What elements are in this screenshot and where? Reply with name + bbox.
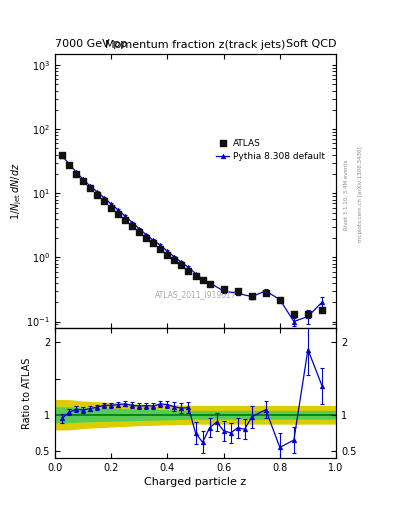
Pythia 8.308 default	[60, 153, 64, 159]
ATLAS	[66, 161, 72, 169]
Pythia 8.308 default	[186, 264, 191, 270]
ATLAS	[59, 151, 65, 159]
Pythia 8.308 default	[179, 259, 184, 265]
Pythia 8.308 default	[235, 290, 240, 296]
ATLAS	[206, 280, 213, 288]
ATLAS	[115, 209, 121, 218]
ATLAS	[122, 216, 129, 224]
ATLAS	[129, 222, 136, 230]
Pythia 8.308 default	[250, 293, 254, 300]
ATLAS	[319, 306, 325, 314]
Pythia 8.308 default	[130, 220, 135, 226]
ATLAS	[249, 292, 255, 300]
Title: Momentum fraction z(track jets): Momentum fraction z(track jets)	[105, 40, 286, 50]
ATLAS	[80, 177, 86, 185]
Pythia 8.308 default	[144, 232, 149, 238]
Pythia 8.308 default	[81, 176, 86, 182]
Y-axis label: $1/N_\mathrm{jet}\,dN/dz$: $1/N_\mathrm{jet}\,dN/dz$	[9, 162, 24, 220]
ATLAS	[220, 285, 227, 293]
Pythia 8.308 default	[165, 248, 170, 254]
Pythia 8.308 default	[88, 183, 92, 189]
ATLAS	[305, 310, 311, 318]
ATLAS	[143, 234, 149, 242]
Pythia 8.308 default	[102, 195, 107, 201]
ATLAS	[164, 251, 171, 259]
ATLAS	[136, 228, 143, 236]
Pythia 8.308 default	[158, 242, 163, 248]
ATLAS	[193, 271, 199, 280]
Text: ATLAS_2011_I919017: ATLAS_2011_I919017	[154, 290, 237, 300]
ATLAS	[185, 267, 192, 275]
Pythia 8.308 default	[116, 207, 121, 213]
ATLAS	[178, 261, 185, 269]
Pythia 8.308 default	[151, 237, 156, 243]
Y-axis label: Ratio to ATLAS: Ratio to ATLAS	[22, 357, 32, 429]
Legend: ATLAS, Pythia 8.308 default: ATLAS, Pythia 8.308 default	[212, 135, 329, 165]
ATLAS	[199, 275, 206, 284]
ATLAS	[277, 295, 283, 304]
ATLAS	[150, 240, 156, 248]
ATLAS	[157, 245, 163, 253]
Pythia 8.308 default	[207, 280, 212, 286]
ATLAS	[291, 310, 297, 318]
ATLAS	[108, 203, 114, 211]
Pythia 8.308 default	[221, 288, 226, 294]
ATLAS	[94, 190, 100, 199]
Text: Soft QCD: Soft QCD	[286, 38, 336, 49]
Pythia 8.308 default	[277, 296, 282, 303]
ATLAS	[101, 197, 107, 205]
Text: 7000 GeV pp: 7000 GeV pp	[55, 38, 127, 49]
Pythia 8.308 default	[263, 288, 268, 294]
Pythia 8.308 default	[200, 276, 205, 282]
ATLAS	[171, 257, 178, 265]
Pythia 8.308 default	[306, 313, 310, 319]
Pythia 8.308 default	[320, 299, 324, 305]
Text: mcplots.cern.ch [arXiv:1306.3436]: mcplots.cern.ch [arXiv:1306.3436]	[358, 147, 363, 242]
ATLAS	[235, 287, 241, 295]
ATLAS	[263, 289, 269, 297]
Pythia 8.308 default	[292, 318, 296, 325]
Text: Rivet 3.1.10, 3.4M events: Rivet 3.1.10, 3.4M events	[344, 159, 349, 230]
Pythia 8.308 default	[109, 201, 114, 207]
Pythia 8.308 default	[74, 169, 79, 175]
Line: Pythia 8.308 default: Pythia 8.308 default	[60, 154, 324, 324]
ATLAS	[87, 184, 93, 193]
Pythia 8.308 default	[95, 189, 99, 195]
Pythia 8.308 default	[67, 161, 72, 167]
X-axis label: Charged particle z: Charged particle z	[144, 477, 247, 487]
Pythia 8.308 default	[172, 254, 177, 260]
ATLAS	[73, 170, 79, 178]
Pythia 8.308 default	[123, 213, 128, 219]
Pythia 8.308 default	[193, 270, 198, 276]
Pythia 8.308 default	[137, 226, 142, 232]
